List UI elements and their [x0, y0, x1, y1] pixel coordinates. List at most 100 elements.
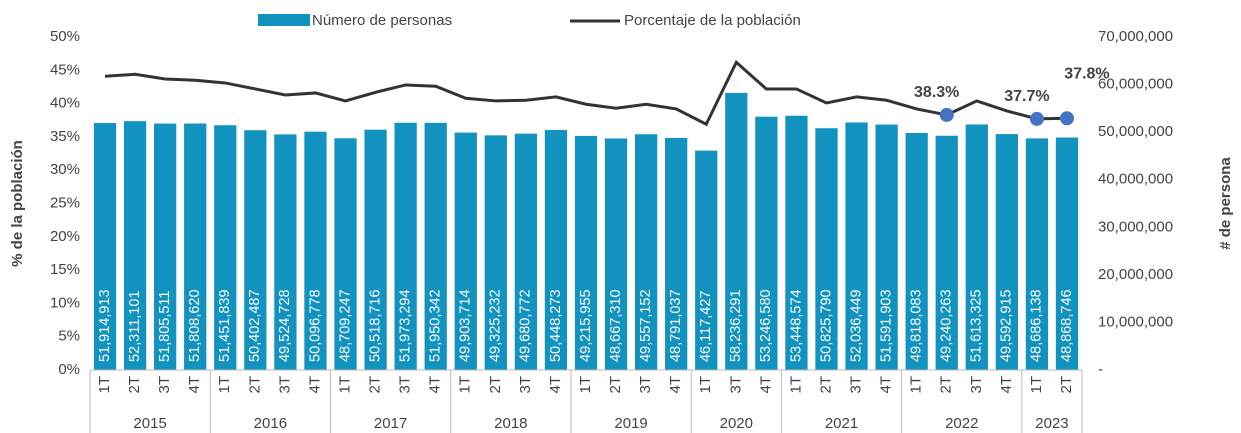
x-tick-label: 4T [186, 376, 203, 394]
group-label: 2021 [825, 415, 858, 432]
bar [514, 133, 538, 370]
x-tick-label: 1T [577, 376, 594, 394]
y-tick-label: 35% [50, 128, 80, 145]
line [104, 59, 1068, 127]
line-marker [1059, 111, 1074, 126]
bar [154, 123, 177, 371]
bar-value-label: 50,518,716 [367, 289, 383, 362]
bar-value-label: 50,825,790 [818, 289, 834, 362]
bar-value-label: 49,903,714 [458, 289, 474, 362]
bar-value-label: 51,973,294 [397, 289, 413, 362]
group-label: 2018 [494, 415, 527, 432]
bar [815, 128, 838, 370]
y2-tick-label: 30,000,000 [1098, 218, 1173, 235]
bar-value-label: 49,557,152 [638, 289, 654, 362]
bar-value-label: 49,215,955 [578, 289, 594, 362]
x-tick-label: 1T [1028, 376, 1045, 394]
bar [905, 133, 928, 370]
group-label: 2023 [1035, 415, 1068, 432]
x-tick-label: 4T [878, 376, 895, 394]
bar [725, 92, 748, 371]
bar-value-label: 51,808,620 [187, 289, 203, 362]
line-marker [939, 107, 954, 122]
x-tick-label: 2T [1058, 376, 1075, 394]
bar [93, 123, 117, 370]
x-tick-label: 3T [397, 376, 414, 394]
y2-tick-label: - [1098, 361, 1103, 378]
bar-value-label: 50,448,273 [548, 289, 564, 362]
y-tick-label: 40% [50, 95, 80, 112]
line-marker [1029, 111, 1044, 126]
x-tick-label: 2T [607, 376, 624, 394]
bar [845, 122, 868, 371]
x-tick-label: 1T [697, 376, 714, 394]
bar-value-label: 58,236,291 [728, 289, 744, 362]
bar [604, 138, 628, 370]
x-tick-label: 3T [727, 376, 744, 394]
bar-value-label: 52,311,101 [127, 291, 143, 363]
bar [1025, 138, 1049, 370]
y-tick-label: 15% [50, 261, 80, 278]
bar-value-label: 49,592,915 [999, 289, 1015, 362]
x-tick-label: 3T [848, 376, 865, 394]
y-axis-title: % de la población [9, 140, 26, 267]
x-tick-label: 3T [517, 376, 534, 394]
bar [965, 124, 988, 370]
bar [424, 122, 447, 370]
x-tick-label: 4T [306, 376, 323, 394]
bar [935, 135, 958, 370]
x-tick-label: 3T [276, 376, 293, 394]
bar [334, 138, 357, 370]
x-tick-label: 4T [427, 376, 444, 394]
bar [695, 150, 718, 370]
bar-value-label: 51,451,839 [217, 289, 233, 362]
y-tick-label: 30% [50, 161, 80, 178]
x-tick-label: 4T [667, 376, 684, 394]
x-tick-label: 3T [968, 376, 985, 394]
bar [875, 124, 898, 370]
bar-value-label: 49,680,772 [518, 289, 534, 362]
x-tick-label: 2T [126, 376, 143, 394]
legend-swatch [258, 14, 310, 26]
x-tick-label: 3T [156, 376, 173, 394]
group-label: 2017 [374, 415, 407, 432]
x-tick-label: 4T [998, 376, 1015, 394]
bar-value-label: 53,448,574 [788, 289, 804, 362]
group-label: 2022 [945, 415, 978, 432]
bar-value-label: 50,096,778 [307, 289, 323, 362]
x-tick-label: 2T [487, 376, 504, 394]
bar-value-label: 49,818,083 [908, 289, 924, 362]
bar [123, 121, 147, 370]
bar [274, 134, 297, 370]
bar-value-label: 48,709,247 [337, 289, 353, 362]
bar [364, 129, 387, 370]
bar-value-label: 53,246,580 [758, 289, 774, 362]
bar-value-label: 52,036,449 [848, 289, 864, 362]
bar-value-label: 51,914,913 [97, 289, 113, 362]
y-tick-label: 45% [50, 61, 80, 78]
x-tick-label: 1T [96, 376, 113, 394]
bar [394, 122, 417, 370]
bar [484, 135, 507, 370]
y2-tick-label: 10,000,000 [1098, 313, 1173, 330]
group-label: 2016 [254, 415, 287, 432]
y2-tick-label: 40,000,000 [1098, 171, 1173, 188]
x-tick-label: 2T [817, 376, 834, 394]
y2-tick-label: 60,000,000 [1098, 76, 1173, 93]
y-tick-label: 20% [50, 228, 80, 245]
bar-value-label: 49,240,263 [939, 289, 955, 362]
bar [184, 123, 207, 370]
x-tick-label: 1T [216, 376, 233, 394]
y2-tick-label: 70,000,000 [1098, 28, 1173, 45]
x-tick-label: 1T [908, 376, 925, 394]
bar [1055, 137, 1079, 370]
y2-axis-title: # de persona [1217, 157, 1234, 250]
bar-value-label: 49,325,232 [488, 289, 504, 362]
bar [544, 130, 568, 370]
x-tick-label: 4T [547, 376, 564, 394]
x-tick-label: 1T [457, 376, 474, 394]
line-value-label: 38.3% [914, 84, 959, 101]
bar-value-label: 48,686,138 [1029, 289, 1045, 362]
bar [634, 134, 658, 370]
